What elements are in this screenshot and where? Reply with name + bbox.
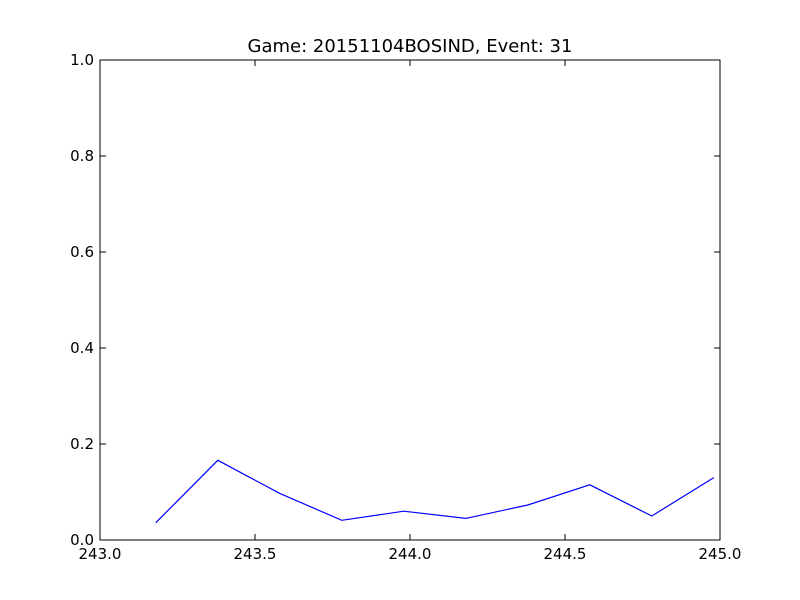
tick-labels: 243.0 243.5 244.0 244.5 245.0 0.0 0.2 0.4 0.6 0.8… <box>70 51 741 563</box>
y-tick-label: 1.0 <box>70 51 94 69</box>
y-tick-label: 0.0 <box>70 531 94 549</box>
y-tick-label: 0.4 <box>70 339 94 357</box>
y-tick-label: 0.8 <box>70 147 94 165</box>
x-tick-label: 245.0 <box>699 545 742 563</box>
y-tick-label: 0.6 <box>70 243 94 261</box>
x-tick-label: 244.5 <box>544 545 587 563</box>
chart-title: Game: 20151104BOSIND, Event: 31 <box>248 36 573 57</box>
plot-frame <box>99 59 721 541</box>
series-line <box>155 459 715 524</box>
axis-ticks <box>99 59 721 541</box>
x-tick-label: 243.5 <box>234 545 277 563</box>
x-tick-label: 243.0 <box>79 545 122 563</box>
plot-area <box>155 459 715 524</box>
x-tick-label: 244.0 <box>389 545 432 563</box>
y-tick-label: 0.2 <box>70 435 94 453</box>
